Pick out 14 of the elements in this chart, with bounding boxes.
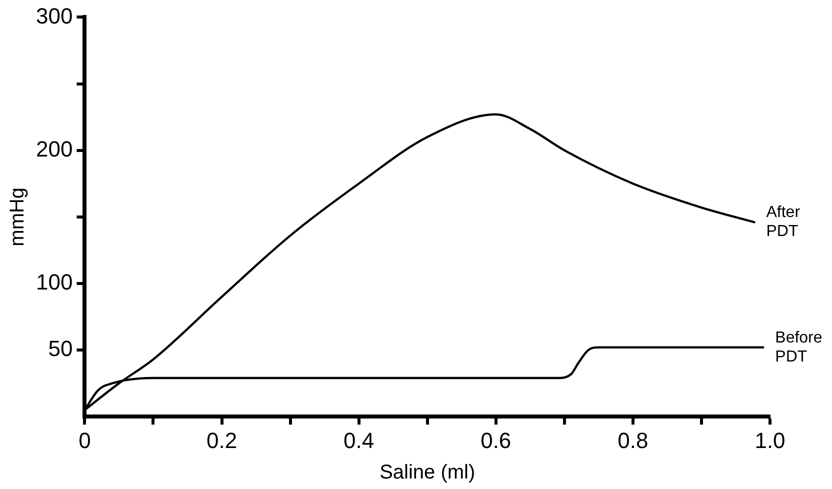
y-tick-label: 200	[36, 136, 73, 162]
series-label: After PDT	[766, 204, 801, 240]
x-tick-label: 0.2	[206, 428, 238, 453]
series-label: Before PDT	[775, 329, 822, 366]
x-tick-label: 0.4	[344, 428, 374, 453]
x-axis-title: Saline (ml)	[380, 462, 476, 484]
x-tick-label: 0.8	[618, 428, 648, 453]
y-tick-label: 300	[36, 3, 73, 28]
y-tick-label: 50	[48, 336, 73, 362]
x-tick-label: 0.6	[480, 428, 512, 453]
y-tick-label: 100	[36, 270, 73, 295]
x-tick-label: 0	[78, 428, 91, 453]
x-tick-label: 1.0	[754, 428, 786, 453]
y-axis-title: mmHg	[6, 187, 29, 246]
